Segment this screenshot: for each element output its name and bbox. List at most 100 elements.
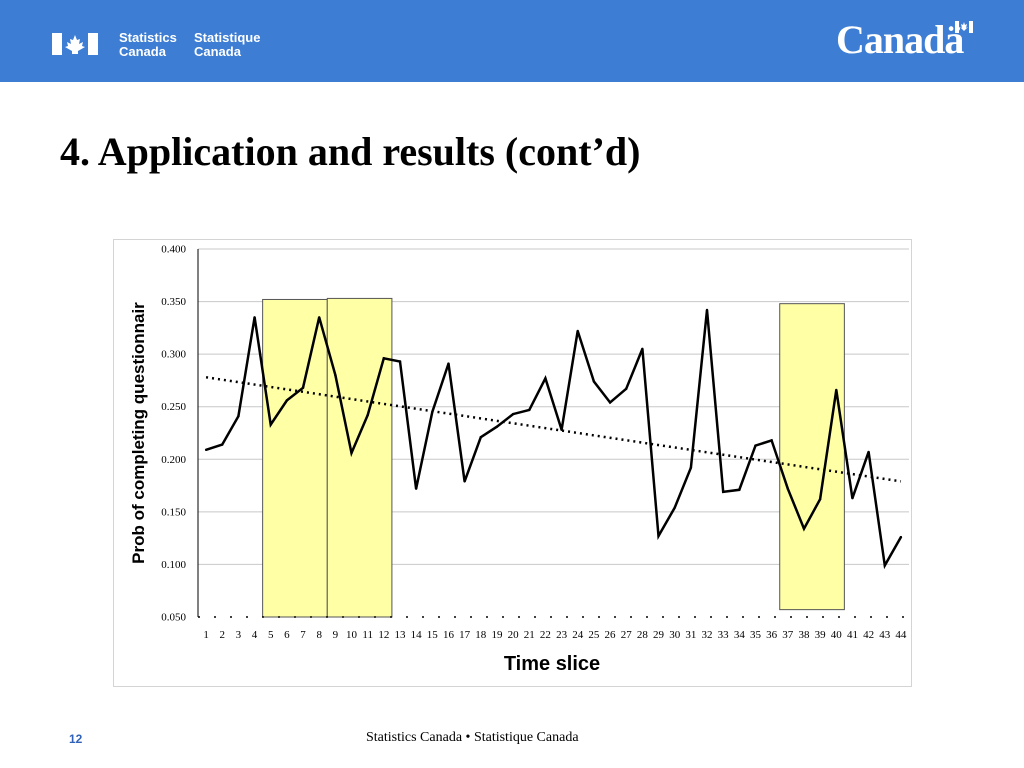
data-point xyxy=(738,488,741,491)
data-point xyxy=(544,377,547,380)
x-tick-label: 35 xyxy=(750,629,762,641)
x-tick-label: 18 xyxy=(475,629,487,641)
x-tick-label: 33 xyxy=(718,629,730,641)
data-point xyxy=(721,490,725,494)
series-line xyxy=(205,309,902,570)
y-tick-label: 0.100 xyxy=(161,559,186,571)
x-tick-label: 2 xyxy=(219,629,225,641)
data-point xyxy=(398,360,402,363)
data-point xyxy=(576,329,579,333)
data-point xyxy=(269,423,272,426)
data-point xyxy=(802,527,806,530)
data-point xyxy=(414,487,418,490)
x-tick-label: 14 xyxy=(411,629,423,641)
x-tick-label: 22 xyxy=(540,629,551,641)
highlight-box xyxy=(262,298,328,618)
data-point xyxy=(253,316,256,319)
wordmark-flag-icon xyxy=(955,21,973,33)
agency-name-fr: Statistique Canada xyxy=(194,30,261,59)
data-point xyxy=(786,487,790,490)
x-tick-label: 17 xyxy=(459,629,471,641)
y-tick-label: 0.400 xyxy=(161,244,186,256)
y-tick-label: 0.350 xyxy=(161,296,186,308)
x-tick-label: 1 xyxy=(203,629,209,641)
data-point xyxy=(285,399,289,402)
data-point xyxy=(463,480,466,483)
y-tick-label: 0.150 xyxy=(161,506,186,518)
data-point xyxy=(204,448,208,452)
slide-title: 4. Application and results (cont’d) xyxy=(60,129,641,174)
x-tick-label: 8 xyxy=(316,629,322,641)
x-axis-title: Time slice xyxy=(504,653,600,675)
data-point xyxy=(851,496,854,500)
data-point xyxy=(867,450,870,454)
data-point xyxy=(657,534,660,538)
data-point xyxy=(382,357,386,360)
x-tick-label: 12 xyxy=(378,629,389,641)
chart-frame: 0.050 0.100 0.150 0.200 0.250 0.300 0.350 0.400… xyxy=(113,239,912,687)
data-point xyxy=(431,410,434,414)
data-point xyxy=(495,425,499,428)
data-point xyxy=(899,535,903,539)
page-number: 12 xyxy=(69,732,83,746)
data-point xyxy=(237,414,240,418)
x-tick-label: 34 xyxy=(734,629,746,641)
y-tick-label: 0.300 xyxy=(161,349,186,361)
x-tick-label: 32 xyxy=(702,629,713,641)
x-tick-label: 7 xyxy=(300,629,306,641)
x-tick-label: 41 xyxy=(847,629,858,641)
x-tick-label: 23 xyxy=(556,629,568,641)
x-tick-label: 39 xyxy=(815,629,827,641)
highlight-box xyxy=(779,303,845,611)
data-point xyxy=(447,362,450,365)
x-tick-label: 9 xyxy=(333,629,339,641)
x-tick-label: 42 xyxy=(863,629,874,641)
x-tick-label: 6 xyxy=(284,629,290,641)
x-tick-label: 44 xyxy=(895,629,907,641)
y-tick-label: 0.250 xyxy=(161,401,186,413)
data-point xyxy=(673,506,676,509)
data-point xyxy=(560,428,563,432)
data-point xyxy=(608,401,612,404)
data-point xyxy=(770,439,773,442)
x-tick-label: 40 xyxy=(831,629,843,641)
data-point xyxy=(592,380,596,383)
x-tick-label: 21 xyxy=(524,629,535,641)
data-point xyxy=(479,436,482,439)
y-tick-label: 0.200 xyxy=(161,454,186,466)
canada-wordmark: Canadä xyxy=(836,17,964,62)
x-tick-label: 4 xyxy=(252,629,258,641)
data-point xyxy=(625,387,628,391)
y-axis-title: Prob of completing questionnair xyxy=(129,302,148,564)
x-tick-label: 20 xyxy=(508,629,520,641)
x-tick-label: 13 xyxy=(394,629,406,641)
x-tick-label: 3 xyxy=(236,629,242,641)
data-point xyxy=(883,564,886,567)
line-chart: 0.050 0.100 0.150 0.200 0.250 0.300 0.350 0.400… xyxy=(129,244,909,675)
x-tick-label: 26 xyxy=(605,629,617,641)
x-tick-label: 11 xyxy=(362,629,373,641)
x-tick-label: 38 xyxy=(798,629,810,641)
x-tick-label: 5 xyxy=(268,629,274,641)
x-tick-label: 25 xyxy=(588,629,600,641)
data-point xyxy=(301,386,305,389)
data-point xyxy=(818,498,822,501)
x-tick-label: 15 xyxy=(427,629,439,641)
x-tick-label: 29 xyxy=(653,629,665,641)
x-tick-label: 27 xyxy=(621,629,633,641)
data-point xyxy=(754,444,757,447)
data-point xyxy=(511,412,515,416)
y-tick-label: 0.050 xyxy=(161,612,186,624)
x-tick-label: 19 xyxy=(491,629,503,641)
x-tick-label: 31 xyxy=(685,629,696,641)
x-tick-label: 16 xyxy=(443,629,455,641)
data-point xyxy=(334,373,337,377)
x-tick-label: 30 xyxy=(669,629,681,641)
agency-name-en: Statistics Canada xyxy=(119,30,177,59)
data-point xyxy=(641,347,644,351)
data-point xyxy=(528,408,531,412)
x-tick-label: 43 xyxy=(879,629,891,641)
data-point xyxy=(221,443,224,446)
data-point xyxy=(366,413,369,417)
canada-flag-icon xyxy=(52,33,98,55)
